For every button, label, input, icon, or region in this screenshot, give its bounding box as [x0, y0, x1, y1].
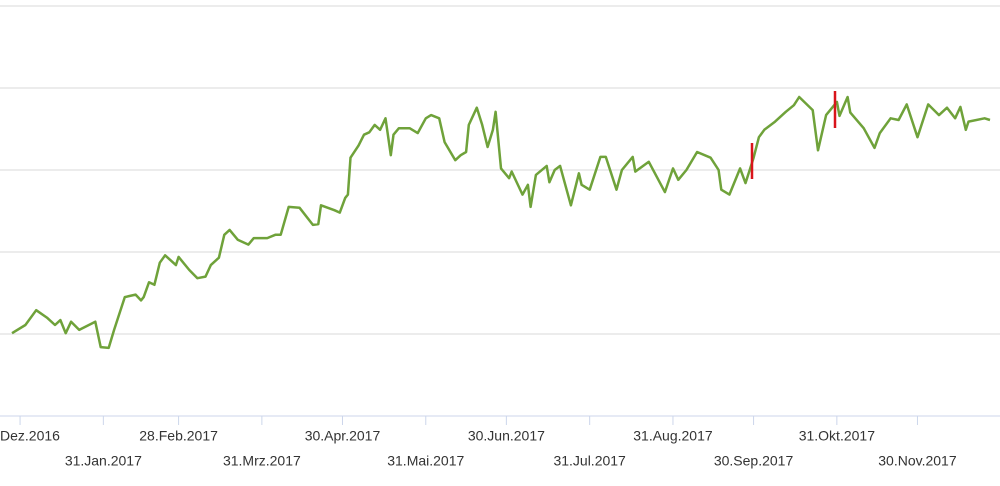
x-tick-label: 30.Apr.2017	[305, 428, 381, 444]
x-tick-label: 30.Sep.2017	[714, 453, 794, 469]
x-tick-label: Dez.2016	[0, 428, 60, 444]
x-tick-label: 31.Mrz.2017	[223, 453, 301, 469]
price-line	[11, 95, 991, 350]
x-tick-label: 31.Okt.2017	[799, 428, 875, 444]
x-tick-label: 31.Jan.2017	[65, 453, 142, 469]
x-tick-label: 30.Jun.2017	[468, 428, 545, 444]
x-tick-label: 31.Mai.2017	[387, 453, 464, 469]
x-tick-label: 30.Nov.2017	[878, 453, 957, 469]
x-tick-label: 28.Feb.2017	[139, 428, 218, 444]
x-tick-label: 31.Jul.2017	[553, 453, 626, 469]
x-tick-label: 31.Aug.2017	[633, 428, 713, 444]
